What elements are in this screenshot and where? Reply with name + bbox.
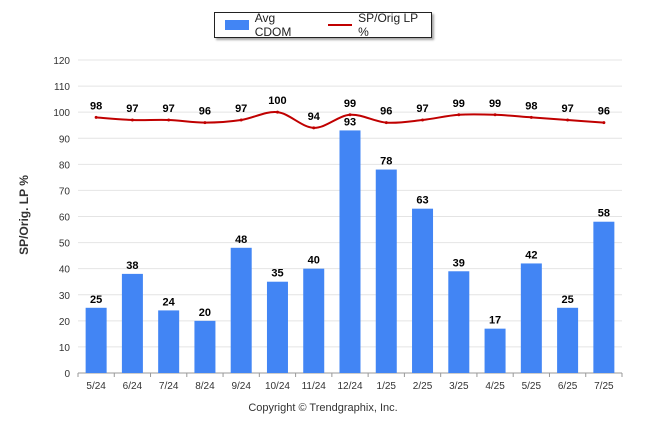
line-point [130,118,134,122]
x-tick-label: 3/25 [449,381,469,392]
line-point [94,115,98,119]
y-tick-label: 50 [59,239,71,250]
y-tick-label: 40 [59,265,71,276]
x-tick-label: 6/25 [558,381,578,392]
line-data-label: 98 [525,100,537,112]
copyright-credit: Copyright © Trendgraphix, Inc. [248,402,398,414]
line-point [167,118,171,122]
bar [303,268,325,373]
line-point [602,121,606,125]
legend-item-line: SP/Orig LP % [314,11,431,39]
x-tick-label: 1/25 [377,381,397,392]
line-point [239,118,243,122]
bar [339,130,361,373]
x-tick-label: 11/24 [302,381,327,392]
line-data-label: 97 [561,103,573,115]
line-point [566,118,570,122]
x-tick-label: 8/24 [195,381,215,392]
line-point [348,113,352,117]
bar-data-label: 35 [271,268,283,280]
x-tick-label: 7/25 [594,381,614,392]
line-data-label: 99 [453,98,465,110]
bar [266,281,288,373]
bar-data-label: 40 [308,255,320,267]
bar [121,273,143,373]
bar-data-label: 48 [235,234,247,246]
bar-data-label: 38 [126,260,138,272]
line-data-label: 97 [416,103,428,115]
line-data-label: 97 [163,103,175,115]
bar [557,307,579,373]
x-tick-label: 4/25 [485,381,505,392]
line-data-label: 100 [268,95,286,107]
line-data-label: 97 [235,103,247,115]
line-data-label: 98 [90,100,102,112]
bar [593,221,615,373]
bar-data-label: 93 [344,116,356,128]
line-point [421,118,425,122]
bar-data-label: 78 [380,156,392,168]
y-tick-label: 70 [59,186,71,197]
y-tick-label: 0 [64,369,70,380]
line-point [275,110,279,114]
line-point [493,113,497,117]
bar-data-label: 63 [416,195,428,207]
y-tick-label: 110 [54,82,70,93]
x-tick-label: 9/24 [231,381,251,392]
bar [230,247,252,373]
x-tick-label: 10/24 [265,381,290,392]
bar-data-label: 17 [489,315,501,327]
line-data-label: 96 [380,106,392,118]
line-data-label: 99 [344,98,356,110]
x-tick-label: 7/24 [159,381,179,392]
bar-data-label: 20 [199,307,211,319]
bar-data-label: 42 [525,249,537,261]
y-axis-label: SP/Orig. LP % [17,175,31,255]
bar-data-label: 25 [561,294,573,306]
bar-data-label: 39 [453,257,465,269]
y-tick-label: 100 [53,108,70,119]
line-data-label: 94 [308,111,321,123]
line-point [529,115,533,119]
x-tick-label: 5/25 [522,381,542,392]
legend-swatch-line [328,24,353,26]
bar [520,263,542,373]
bar-data-label: 24 [163,296,176,308]
line-data-label: 96 [199,106,211,118]
line-data-label: 96 [598,106,610,118]
bar [85,307,107,373]
bar [484,328,506,373]
y-tick-label: 10 [59,343,71,354]
line-data-label: 99 [489,98,501,110]
bar [448,271,470,373]
x-tick-label: 2/25 [413,381,433,392]
bar-data-label: 58 [598,208,610,220]
legend-item-bar: Avg CDOM [215,11,314,39]
x-tick-label: 12/24 [337,381,362,392]
line-point [203,121,207,125]
legend-label-line: SP/Orig LP % [358,11,418,39]
y-tick-label: 60 [59,213,71,224]
line-data-label: 97 [126,103,138,115]
legend-label-bar: Avg CDOM [254,11,292,39]
legend: Avg CDOM SP/Orig LP % [214,11,432,39]
bar [158,310,180,373]
line-point [312,126,316,130]
y-tick-label: 80 [59,160,71,171]
legend-swatch-bar [225,20,249,30]
y-tick-label: 90 [59,134,71,145]
y-tick-label: 20 [59,317,71,328]
y-tick-label: 30 [59,291,71,302]
bar [194,320,216,373]
bar [375,169,397,373]
bar-data-label: 25 [90,294,102,306]
line-point [457,113,461,117]
bar [412,208,434,373]
x-tick-label: 5/24 [86,381,106,392]
line-point [384,121,388,125]
x-tick-label: 6/24 [123,381,143,392]
y-tick-label: 120 [53,56,70,67]
